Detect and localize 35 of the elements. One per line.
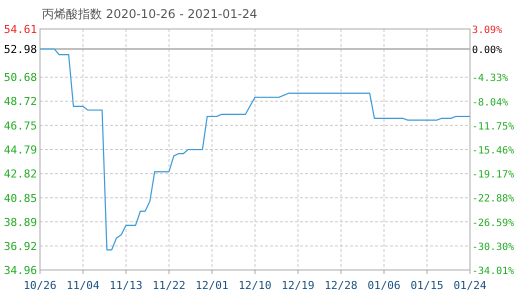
x-tick-label: 01/24 bbox=[453, 279, 487, 292]
y2-tick-label: -11.75% bbox=[472, 121, 514, 132]
x-tick-label: 12/01 bbox=[195, 279, 229, 292]
y-tick-label: 54.61 bbox=[4, 23, 37, 36]
line-series bbox=[39, 48, 471, 250]
y2-tick-label: -19.17% bbox=[472, 170, 514, 181]
y2-tick-label: -15.46% bbox=[472, 146, 514, 156]
y-tick-label: 50.68 bbox=[4, 71, 37, 84]
y2-tick-label: 0.00% bbox=[472, 45, 502, 56]
y-tick-label: 40.85 bbox=[4, 192, 37, 205]
y-tick-label: 36.92 bbox=[4, 240, 37, 253]
y-tick-label: 52.98 bbox=[4, 42, 37, 56]
y2-tick-label: -34.01% bbox=[472, 266, 514, 277]
x-tick-label: 12/28 bbox=[324, 279, 358, 292]
y-tick-label: 48.72 bbox=[4, 95, 37, 108]
y2-tick-label: -8.04% bbox=[472, 97, 508, 108]
x-tick-label: 01/15 bbox=[410, 279, 444, 292]
y-tick-label: 34.96 bbox=[4, 264, 37, 277]
x-tick-label: 11/13 bbox=[109, 279, 143, 292]
x-tick-label: 10/26 bbox=[23, 279, 57, 292]
y-tick-label: 42.82 bbox=[4, 168, 37, 181]
x-tick-label: 01/06 bbox=[367, 279, 401, 292]
y-tick-label: 46.75 bbox=[4, 119, 37, 132]
x-tick-label: 11/04 bbox=[66, 279, 100, 292]
y2-tick-label: -22.88% bbox=[472, 194, 514, 205]
chart-title: 丙烯酸指数 2020-10-26 - 2021-01-24 bbox=[42, 7, 258, 21]
y2-tick-label: -4.33% bbox=[472, 73, 508, 84]
y-tick-label: 38.89 bbox=[4, 216, 37, 229]
y2-tick-label: 3.09% bbox=[472, 25, 502, 36]
x-tick-label: 12/19 bbox=[281, 279, 315, 292]
y2-tick-label: -30.30% bbox=[472, 242, 514, 253]
y-tick-label: 44.79 bbox=[4, 143, 37, 156]
y2-tick-label: -26.59% bbox=[472, 218, 514, 229]
x-tick-label: 12/10 bbox=[238, 279, 272, 292]
x-tick-label: 11/22 bbox=[152, 279, 186, 292]
